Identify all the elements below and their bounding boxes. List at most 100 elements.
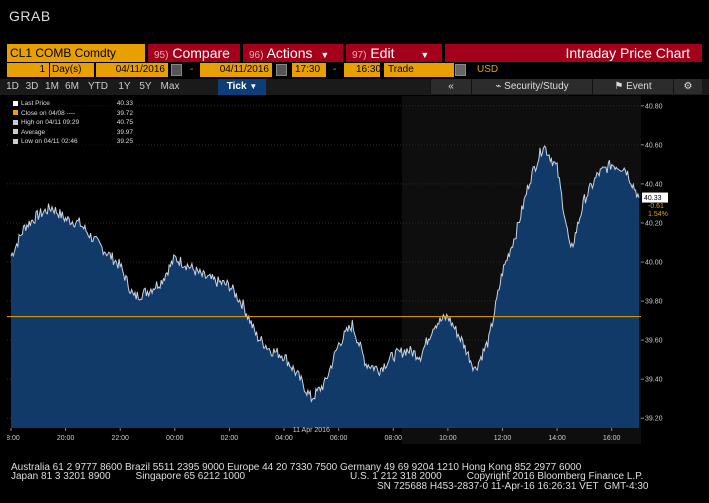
chevron-down-icon: ▼: [420, 50, 430, 60]
legend-value: 39.72: [116, 109, 133, 117]
data-type-select[interactable]: Trade: [384, 63, 454, 77]
event-button[interactable]: ⚑ Event: [592, 79, 673, 94]
tick-dropdown[interactable]: Tick ▼: [218, 79, 266, 95]
flag-icon: ⚑: [614, 81, 627, 92]
y-tick-label: 39.60: [645, 338, 663, 345]
app-title: GRAB: [9, 8, 51, 24]
chevron-down-icon: ▼: [249, 82, 258, 91]
legend-value: 39.25: [116, 138, 133, 145]
ticker-field[interactable]: CL1 COMB Comdty: [7, 44, 145, 62]
back-button[interactable]: «: [430, 79, 471, 94]
tick-label: Tick: [226, 81, 247, 92]
start-time-field[interactable]: 17:30: [292, 63, 326, 77]
legend-item: Close on 04/08 ---- 39.72: [13, 110, 135, 118]
period-tab-5y[interactable]: 5Y: [139, 81, 152, 92]
y-axis: 40.80 40.60 40.40 40.20 40.00 39.80 39.60 39.40…: [641, 103, 668, 423]
y-tick-label: 39.80: [645, 299, 663, 306]
x-tick-label: 14:00: [548, 435, 566, 442]
date-separator: -: [190, 64, 194, 75]
time-separator: -: [333, 64, 337, 75]
edit-label: Edit: [370, 45, 395, 61]
last-price-tag-text: 40.33: [644, 195, 662, 202]
x-tick-label: 10:00: [439, 435, 457, 442]
actions-label: Actions: [266, 45, 313, 61]
date-label: 11 Apr 2016: [293, 427, 330, 434]
period-tab-6m[interactable]: 6M: [65, 81, 79, 92]
x-tick-label: 20:00: [57, 435, 75, 442]
legend-item: Last Price 40.33: [13, 100, 135, 108]
footer-line-1: Australia 61 2 9777 8600 Brazil 5511 239…: [11, 462, 582, 473]
legend-item: High on 04/11 09:29 40.75: [13, 119, 135, 127]
currency-label: USD: [477, 64, 499, 75]
x-tick-label: 12:00: [494, 435, 512, 442]
legend-swatch: [13, 110, 18, 116]
x-tick-label: 06:00: [330, 435, 348, 442]
x-tick-label: 00:00: [166, 435, 184, 442]
security-study-button[interactable]: ⌁ Security/Study: [471, 79, 592, 94]
y-tick-label: 40.80: [645, 103, 663, 110]
period-tab-1y[interactable]: 1Y: [118, 81, 131, 92]
legend-label: High on 04/11 09:29: [21, 119, 80, 126]
period-tab-1d[interactable]: 1D: [6, 81, 19, 92]
period-unit-select[interactable]: Day(s): [50, 63, 94, 77]
period-tab-3d[interactable]: 3D: [25, 81, 39, 92]
chart-title: Intraday Price Chart: [445, 44, 702, 62]
legend-swatch: [13, 129, 18, 135]
y-tick-label: 39.40: [645, 377, 663, 384]
change-value: -0.61: [648, 203, 664, 210]
function-bar: CL1 COMB Comdty 95) Compare 96) Actions …: [0, 44, 709, 62]
change-tags: -0.61 1.54%: [648, 203, 668, 219]
x-tick-label: 22:00: [111, 435, 129, 442]
period-tab-max[interactable]: Max: [160, 81, 180, 92]
end-time-field[interactable]: 16:30: [344, 63, 381, 77]
line-chart-icon: ⌁: [495, 81, 505, 92]
end-date-field[interactable]: 04/11/2016: [200, 63, 272, 77]
x-tick-label: 18:00: [7, 435, 20, 442]
price-chart[interactable]: 18:00 20:00 22:00 00:00 02:00 04:00 06:00 08:00…: [7, 96, 641, 444]
y-tick-label: 40.40: [645, 181, 663, 188]
edit-number: 97): [352, 50, 367, 61]
chevron-down-icon: ▼: [320, 50, 330, 60]
x-axis-ticks: 18:00 20:00 22:00 00:00 02:00 04:00 06:00 08:00…: [7, 428, 621, 442]
calendar-icon[interactable]: [276, 64, 287, 76]
legend-label: Average: [21, 128, 46, 136]
legend-item: Low on 04/11 02:46 39.25: [13, 138, 135, 146]
settings-button[interactable]: ⚙: [673, 79, 702, 94]
change-percent: 1.54%: [648, 211, 668, 218]
footer-line-2b: U.S. 1 212 318 2000 Copyright 2016 Bloom…: [350, 471, 644, 482]
security-study-label: Security/Study: [504, 81, 569, 92]
legend-label: Last Price: [21, 100, 50, 107]
legend: Last Price 40.33 Close on 04/08 ---- 39.72 H…: [10, 98, 138, 148]
footer: Australia 61 2 9777 8600 Brazil 5511 239…: [0, 463, 709, 503]
y-tick-label: 40.20: [645, 220, 663, 227]
legend-value: 40.33: [116, 100, 133, 107]
legend-swatch: [13, 138, 18, 144]
compare-label: Compare: [172, 45, 230, 61]
dropdown-arrow-icon[interactable]: [455, 64, 466, 76]
footer-line-2a: Japan 81 3 3201 8900 Singapore 65 6212 1…: [11, 471, 246, 482]
legend-swatch: [13, 100, 18, 106]
event-label: Event: [626, 81, 652, 92]
start-date-field[interactable]: 04/11/2016: [96, 63, 168, 77]
x-tick-label: 16:00: [603, 435, 621, 442]
gear-icon: ⚙: [683, 81, 693, 92]
period-toolbar: 1D 3D 1M 6M YTD 1Y 5Y Max Tick ▼ « ⌁ Security/S…: [0, 79, 709, 95]
calendar-icon[interactable]: [171, 64, 182, 76]
edit-button[interactable]: 97) Edit ▼: [346, 44, 442, 62]
x-tick-label: 04:00: [275, 435, 293, 442]
actions-number: 96): [249, 50, 264, 61]
actions-button[interactable]: 96) Actions ▼: [243, 44, 343, 62]
period-tab-1m[interactable]: 1M: [45, 81, 59, 92]
legend-item: Average 39.97: [13, 129, 135, 137]
footer-line-3: SN 725688 H453-2837-0 11-Apr-16 16:26:31…: [377, 481, 649, 492]
y-axis-ticks: 40.80 40.60 40.40 40.20 40.00 39.80 39.60 39.40…: [641, 103, 663, 423]
period-tab-ytd[interactable]: YTD: [88, 81, 108, 92]
price-line: [10, 145, 640, 403]
period-count-field[interactable]: 1: [7, 63, 49, 77]
x-tick-label: 08:00: [384, 435, 402, 442]
compare-button[interactable]: 95) Compare: [148, 44, 240, 62]
legend-swatch: [13, 119, 18, 125]
price-area: [11, 146, 639, 428]
last-price-tag: [642, 192, 668, 203]
compare-number: 95): [154, 50, 169, 61]
